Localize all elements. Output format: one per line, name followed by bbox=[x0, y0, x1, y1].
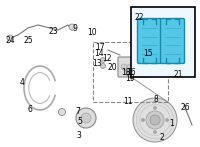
Text: 24: 24 bbox=[5, 35, 15, 45]
Circle shape bbox=[154, 131, 156, 134]
Bar bbox=[131, 7, 195, 77]
Text: 19: 19 bbox=[125, 74, 135, 82]
Text: 12: 12 bbox=[102, 54, 112, 62]
Text: 4: 4 bbox=[20, 77, 24, 86]
Circle shape bbox=[166, 118, 169, 122]
Text: 26: 26 bbox=[180, 103, 190, 112]
Text: 3: 3 bbox=[77, 132, 81, 141]
Circle shape bbox=[141, 118, 144, 122]
FancyBboxPatch shape bbox=[138, 19, 162, 64]
Circle shape bbox=[127, 64, 133, 70]
Text: 15: 15 bbox=[143, 49, 153, 57]
Text: 21: 21 bbox=[173, 70, 183, 78]
Text: 25: 25 bbox=[23, 35, 33, 45]
Circle shape bbox=[133, 64, 139, 70]
Text: 23: 23 bbox=[48, 26, 58, 35]
Circle shape bbox=[150, 115, 160, 125]
Circle shape bbox=[76, 108, 96, 128]
Text: 16: 16 bbox=[126, 67, 136, 76]
Text: 13: 13 bbox=[92, 59, 102, 67]
Text: 1: 1 bbox=[170, 118, 174, 127]
Circle shape bbox=[121, 64, 127, 70]
Text: 5: 5 bbox=[78, 117, 82, 127]
Text: 22: 22 bbox=[134, 12, 144, 21]
Circle shape bbox=[101, 57, 106, 62]
Text: 9: 9 bbox=[73, 24, 77, 32]
Circle shape bbox=[7, 35, 13, 41]
Text: 10: 10 bbox=[87, 27, 97, 36]
Circle shape bbox=[101, 64, 106, 69]
Text: 11: 11 bbox=[123, 96, 133, 106]
Text: 18: 18 bbox=[121, 67, 131, 76]
FancyBboxPatch shape bbox=[160, 19, 184, 64]
Circle shape bbox=[144, 54, 152, 62]
Circle shape bbox=[146, 111, 164, 129]
Circle shape bbox=[69, 24, 75, 30]
Circle shape bbox=[58, 108, 66, 116]
Text: 2: 2 bbox=[160, 132, 164, 142]
FancyBboxPatch shape bbox=[118, 57, 150, 77]
Text: 7: 7 bbox=[76, 107, 80, 117]
Circle shape bbox=[154, 106, 156, 109]
Bar bbox=[93, 42, 168, 102]
Circle shape bbox=[133, 98, 177, 142]
Text: 20: 20 bbox=[107, 62, 117, 71]
Text: 6: 6 bbox=[28, 105, 32, 113]
Text: 14: 14 bbox=[94, 49, 104, 57]
Text: 8: 8 bbox=[154, 96, 158, 105]
Text: 17: 17 bbox=[95, 42, 105, 51]
Circle shape bbox=[81, 113, 91, 123]
